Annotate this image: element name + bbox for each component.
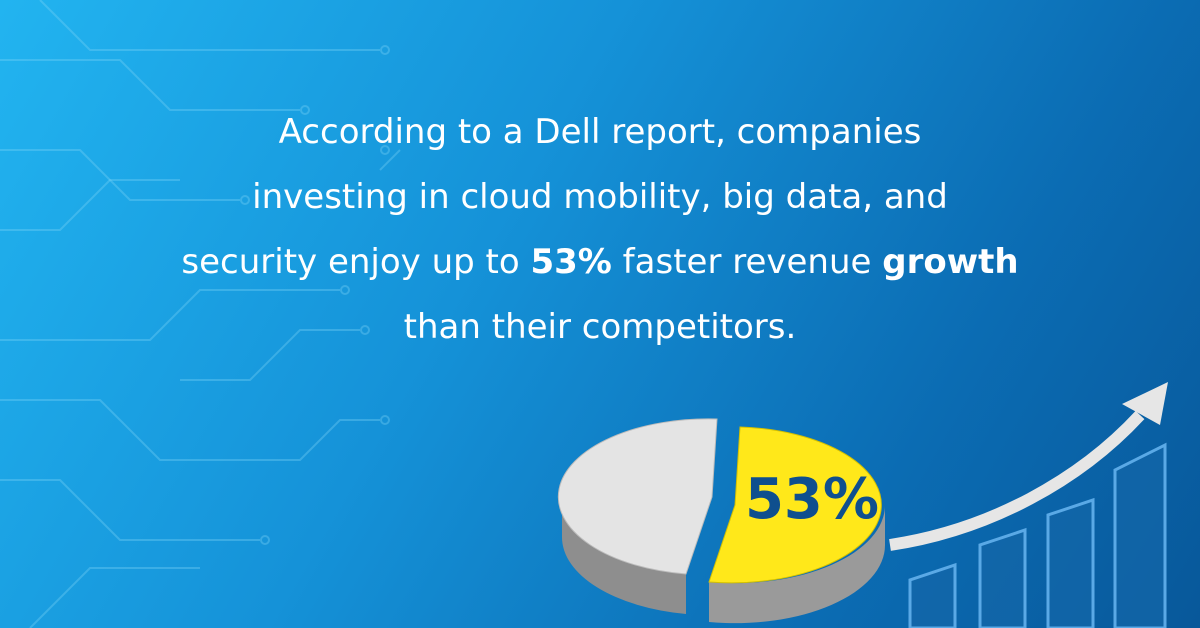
pie-side	[561, 497, 686, 614]
bar-shape	[908, 562, 957, 628]
pie: 53%	[557, 418, 886, 624]
emphasis: growth	[882, 242, 1019, 282]
pie-slice	[708, 426, 882, 584]
text: According to a Dell report, companies	[278, 112, 922, 152]
bar-shape	[1046, 497, 1095, 628]
pie-side	[709, 505, 886, 624]
text: security enjoy up to	[181, 242, 531, 282]
text: faster revenue	[611, 242, 883, 282]
text: than their competitors.	[403, 307, 797, 347]
arrow-head	[1122, 382, 1168, 425]
bar-shape	[1113, 442, 1167, 628]
pie-slice	[557, 418, 718, 575]
headline-line: investing in cloud mobility, big data, a…	[0, 165, 1200, 230]
circuit-lines	[0, 0, 401, 628]
bar-shape	[978, 527, 1027, 628]
headline-line: security enjoy up to 53% faster revenue …	[0, 230, 1200, 295]
growth-bars	[908, 442, 1167, 628]
headline: According to a Dell report, companies in…	[0, 100, 1200, 360]
headline-line: According to a Dell report, companies	[0, 100, 1200, 165]
growth-arrow	[889, 410, 1145, 551]
text: investing in cloud mobility, big data, a…	[252, 177, 948, 217]
pie-label: 53%	[745, 467, 879, 532]
headline-line: than their competitors.	[0, 295, 1200, 360]
emphasis: 53%	[530, 242, 612, 282]
